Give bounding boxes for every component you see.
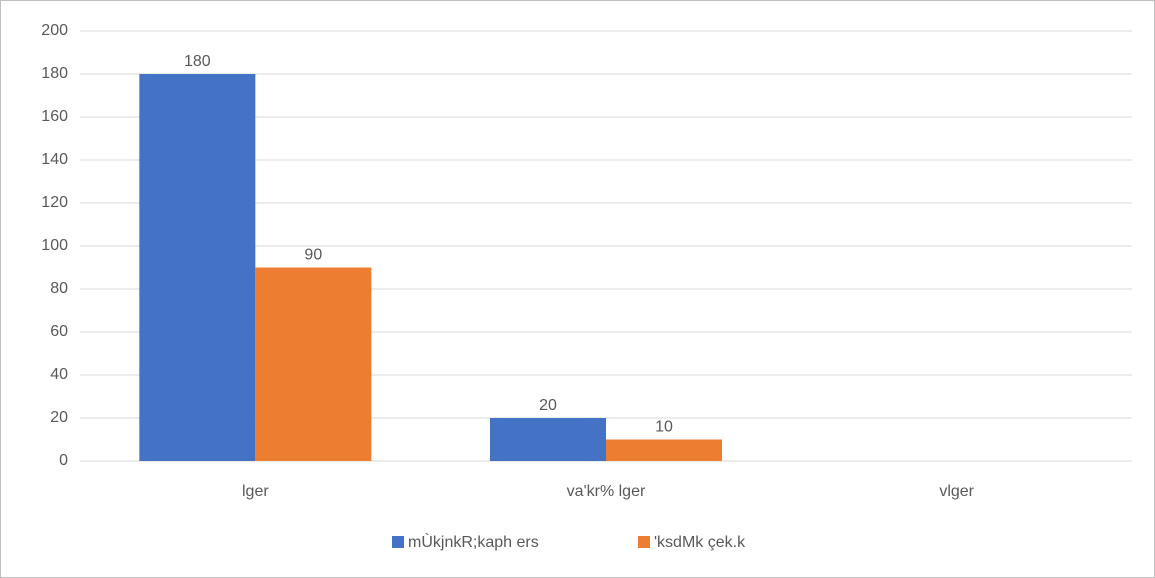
y-tick-label: 120: [41, 194, 68, 211]
y-tick-label: 200: [41, 22, 68, 39]
data-label: 90: [304, 247, 322, 264]
bar: [606, 439, 722, 461]
y-tick-label: 180: [41, 65, 68, 82]
y-tick-label: 100: [41, 237, 68, 254]
data-label: 20: [539, 397, 557, 414]
bar: [139, 74, 256, 461]
bar: [255, 267, 372, 461]
x-tick-label: lger: [242, 483, 269, 500]
legend-label: mÙkjnkR;kaph ers: [408, 532, 539, 551]
legend-swatch: [638, 536, 650, 548]
x-tick-label: vlger: [939, 483, 974, 500]
y-tick-label: 140: [41, 151, 68, 168]
data-label: 10: [655, 419, 673, 436]
data-label: 180: [184, 53, 211, 70]
y-tick-label: 20: [50, 409, 68, 426]
legend-label: 'ksdMk çek.k: [654, 534, 746, 551]
y-tick-label: 160: [41, 108, 68, 125]
y-tick-label: 40: [50, 366, 68, 383]
y-tick-label: 0: [59, 452, 68, 469]
bar: [490, 418, 606, 461]
legend-swatch: [392, 536, 404, 548]
y-tick-label: 60: [50, 323, 68, 340]
y-tick-label: 80: [50, 280, 68, 297]
x-tick-label: va'kr% lger: [567, 483, 646, 500]
